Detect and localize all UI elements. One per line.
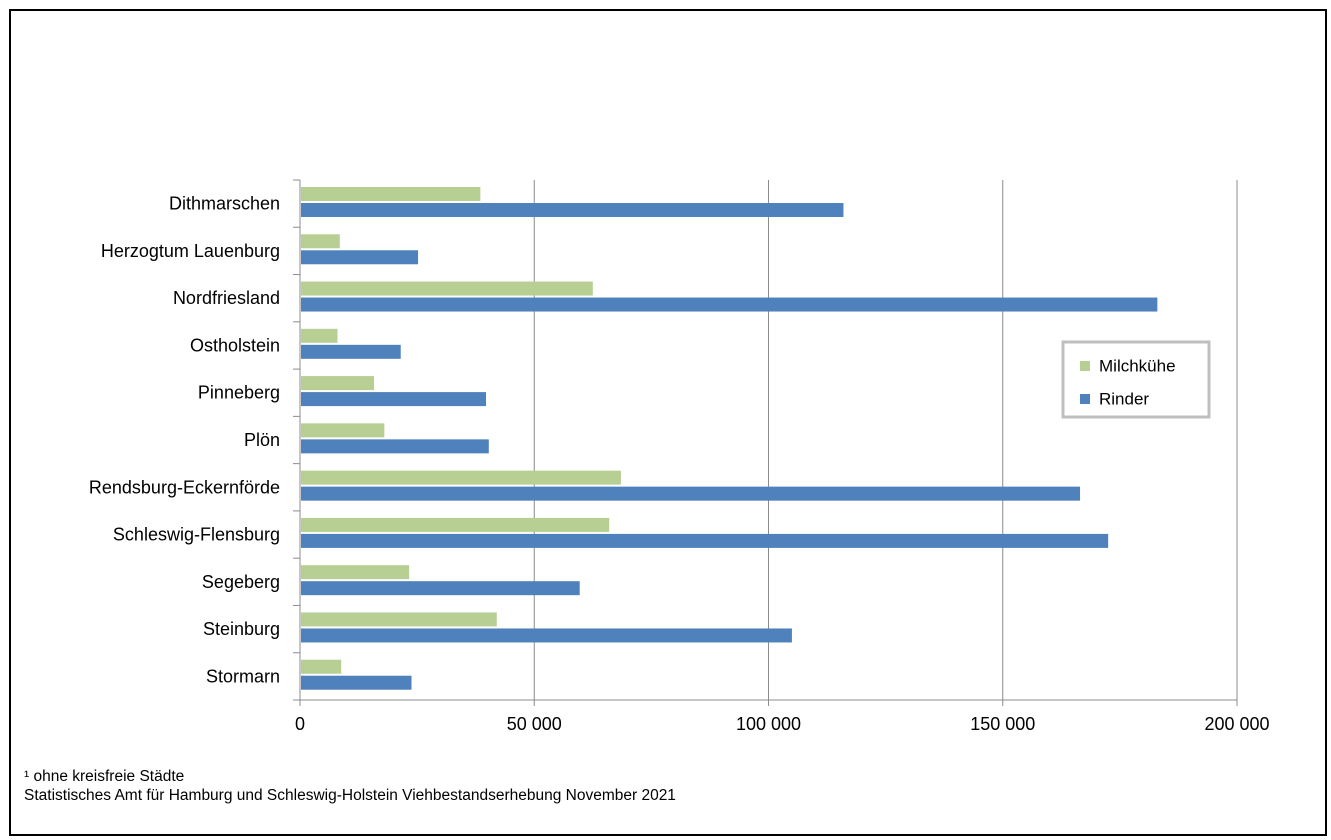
bar-milchkuehe-6 [301,470,621,485]
x-tick-label-1: 50 000 [507,714,562,734]
bar-rinder-2 [301,297,1158,312]
bar-milchkuehe-2 [301,281,593,296]
legend-label-0: Milchkühe [1099,357,1176,376]
bar-rinder-10 [301,675,412,690]
category-label-5: Plön [244,430,280,450]
category-label-0: Dithmarschen [169,194,280,214]
bar-rinder-3 [301,344,401,359]
bar-rinder-8 [301,581,580,596]
category-label-8: Segeberg [202,572,280,592]
x-tick-label-2: 100 000 [736,714,801,734]
label-layer: Dithmarschen Herzogtum Lauenburg Nordfries… [89,194,1270,734]
legend: Milchkühe Rinder [1061,340,1211,419]
bar-rinder-0 [301,203,844,217]
x-tick-label-0: 0 [295,714,305,734]
category-label-6: Rendsburg-Eckernförde [89,477,280,497]
category-label-1: Herzogtum Lauenburg [101,241,280,261]
bar-rinder-1 [301,250,419,265]
bar-rinder-7 [301,533,1109,548]
bar-milchkuehe-9 [301,612,497,627]
x-tick-label-4: 200 000 [1204,714,1269,734]
category-label-2: Nordfriesland [173,288,280,308]
bar-milchkuehe-7 [301,517,610,532]
axis-layer [293,179,1238,706]
bar-milchkuehe-0 [301,187,481,201]
x-tick-label-3: 150 000 [970,714,1035,734]
legend-swatch-1 [1080,394,1090,404]
bar-layer [301,187,1158,690]
bar-milchkuehe-4 [301,376,375,391]
bar-rinder-9 [301,628,792,643]
chart-frame [9,9,1327,836]
bar-rinder-5 [301,439,489,454]
bar-milchkuehe-5 [301,423,385,438]
bar-rinder-6 [301,486,1081,501]
bar-milchkuehe-1 [301,234,340,249]
legend-label-1: Rinder [1099,390,1149,409]
category-label-10: Stormarn [206,666,280,686]
bar-rinder-4 [301,392,486,407]
footnote-note: ¹ ohne kreisfreie Städte [24,768,185,785]
category-label-3: Ostholstein [190,335,280,355]
category-label-4: Pinneberg [198,383,280,403]
footnote-source: Statistisches Amt für Hamburg und Schles… [24,787,676,804]
bar-milchkuehe-10 [301,659,342,674]
bar-milchkuehe-8 [301,565,410,580]
category-label-7: Schleswig-Flensburg [113,525,280,545]
legend-box [1061,340,1211,419]
legend-swatch-0 [1080,361,1090,371]
grid-layer [533,180,1238,700]
category-label-9: Steinburg [203,619,280,639]
bar-milchkuehe-3 [301,328,338,343]
